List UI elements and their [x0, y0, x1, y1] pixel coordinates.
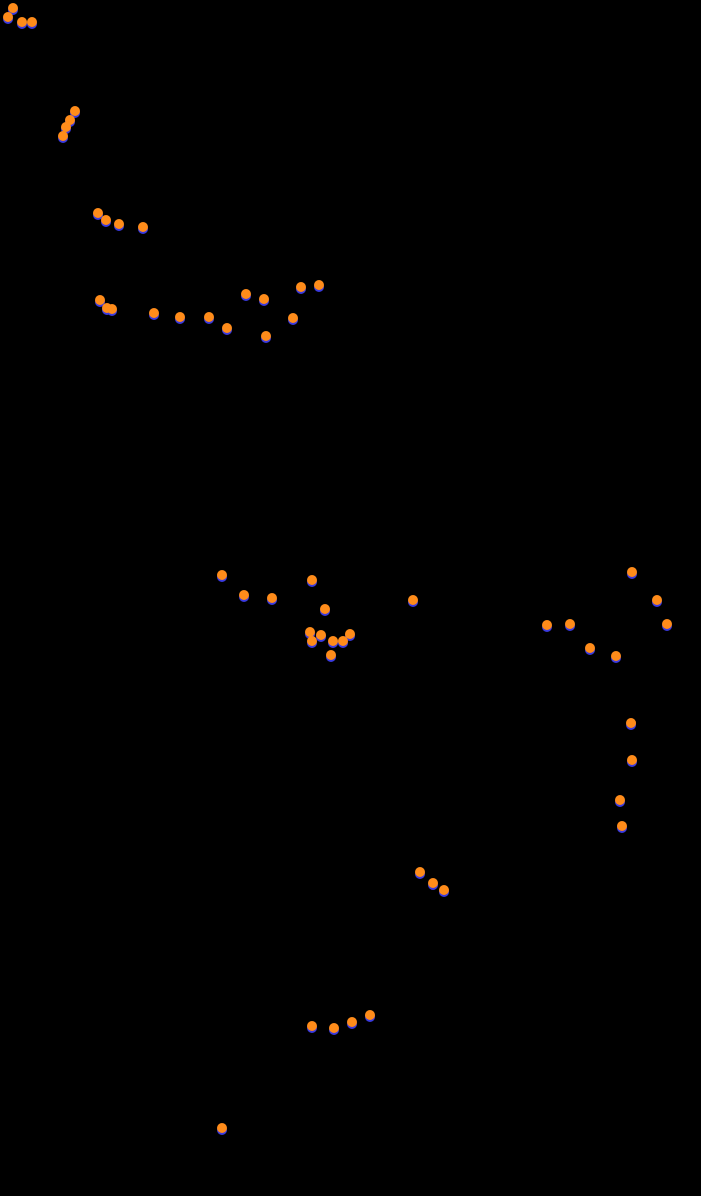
scatter-point — [204, 312, 214, 322]
scatter-point — [27, 17, 37, 27]
scatter-point — [261, 331, 271, 341]
scatter-point — [662, 619, 672, 629]
scatter-point — [428, 878, 438, 888]
scatter-point — [58, 131, 68, 141]
scatter-point — [239, 590, 249, 600]
scatter-point — [627, 755, 637, 765]
scatter-point — [149, 308, 159, 318]
scatter-point — [617, 821, 627, 831]
scatter-point — [347, 1017, 357, 1027]
scatter-point — [114, 219, 124, 229]
scatter-point — [307, 1021, 317, 1031]
scatter-point — [439, 885, 449, 895]
scatter-point — [217, 1123, 227, 1133]
scatter-point — [175, 312, 185, 322]
scatter-point — [652, 595, 662, 605]
scatter-point — [329, 1023, 339, 1033]
scatter-point — [222, 323, 232, 333]
scatter-point — [408, 595, 418, 605]
scatter-point — [101, 215, 111, 225]
scatter-point — [316, 630, 326, 640]
scatter-point — [626, 718, 636, 728]
scatter-point — [585, 643, 595, 653]
scatter-point — [627, 567, 637, 577]
scatter-point — [565, 619, 575, 629]
scatter-point — [326, 650, 336, 660]
scatter-point — [288, 313, 298, 323]
scatter-point — [328, 636, 338, 646]
scatter-point — [615, 795, 625, 805]
scatter-plot — [0, 0, 701, 1196]
scatter-point — [415, 867, 425, 877]
scatter-point — [217, 570, 227, 580]
scatter-point — [307, 575, 317, 585]
scatter-point — [314, 280, 324, 290]
scatter-point — [138, 222, 148, 232]
scatter-point — [107, 304, 117, 314]
scatter-point — [320, 604, 330, 614]
scatter-point — [296, 282, 306, 292]
scatter-point — [307, 636, 317, 646]
scatter-point — [542, 620, 552, 630]
scatter-point — [259, 294, 269, 304]
scatter-point — [241, 289, 251, 299]
scatter-point — [365, 1010, 375, 1020]
scatter-point — [345, 629, 355, 639]
scatter-point — [17, 17, 27, 27]
scatter-point — [3, 12, 13, 22]
scatter-point — [267, 593, 277, 603]
scatter-point — [611, 651, 621, 661]
